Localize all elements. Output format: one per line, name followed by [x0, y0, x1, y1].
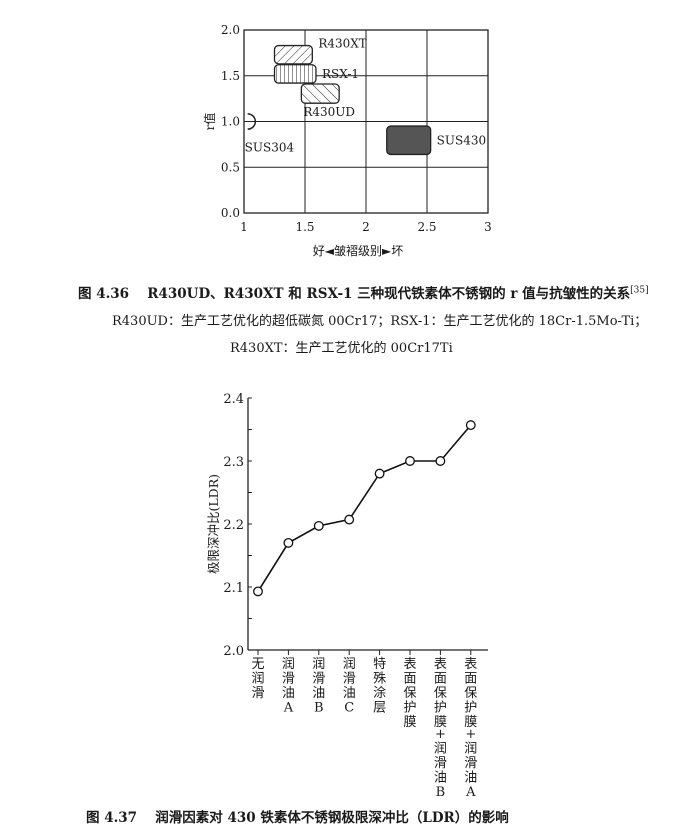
x-tick-label: 表面保护膜: [403, 657, 416, 730]
x-tick-label: 3: [484, 220, 492, 234]
y-axis-label: 极限深冲比(LDR): [206, 474, 221, 574]
y-tick-label: 2.0: [221, 23, 240, 37]
data-point: [313, 520, 324, 531]
x-tick-label: 1: [240, 220, 248, 234]
figure-4-36-caption: 图 4.36 R430UD、R430XT 和 RSX-1 三种现代铁素体不锈钢的…: [78, 285, 649, 303]
x-tick-label: 润滑油 C: [343, 657, 356, 716]
y-tick-label: 1.5: [221, 69, 240, 83]
data-point: [435, 456, 446, 466]
data-point: [253, 586, 263, 597]
y-tick-label: 1.0: [221, 115, 240, 129]
y-tick-label: 2.1: [223, 581, 244, 596]
x-tick-label: 2: [362, 220, 370, 234]
r-value-wrinkle-chart: 1 1.5 2 2.5 3 0.0 0.5 1.0 1.5 2.0 好◄皱褶级别►坏 r值 R430XT…: [202, 23, 492, 258]
region-sus430: [386, 125, 432, 156]
ldr-lubrication-chart: 2.0 2.1 2.2 2.3 2.4 极限深冲比(LDR) 无润滑 润滑油 A 润滑油 B 润滑油 C…: [206, 392, 488, 800]
y-tick-label: 2.3: [223, 455, 244, 470]
figure-4-36-note-1: R430UD：生产工艺优化的超低碳氮 00Cr17；RSX-1：生产工艺优化的 …: [112, 314, 648, 329]
x-tick-label: 润滑油 A: [282, 657, 295, 716]
data-point: [344, 514, 355, 525]
y-tick-label: 2.2: [223, 518, 244, 533]
x-tick-label: 1.5: [295, 220, 314, 234]
y-tick-label: 0.5: [221, 160, 240, 174]
region-r430ud: [300, 83, 340, 104]
y-tick-label: 2.4: [223, 392, 244, 407]
data-point: [283, 537, 294, 548]
y-tick-label: 2.0: [223, 644, 244, 659]
region-label: SUS304: [245, 141, 295, 155]
figure-4-36-note-2: R430XT：生产工艺优化的 00Cr17Ti: [230, 341, 453, 356]
x-tick-label: 表面保护膜+润滑油 B: [434, 657, 447, 800]
y-axis-label: r值: [202, 113, 217, 131]
region-label: RSX-1: [322, 67, 359, 81]
x-tick-label: 表面保护膜+润滑油 A: [464, 657, 477, 800]
region-label: R430XT: [318, 37, 367, 51]
x-tick-label: 润滑油 B: [312, 657, 325, 716]
region-label: R430UD: [303, 105, 355, 119]
region-rsx-1: [273, 64, 317, 84]
x-tick-label: 特殊涂层: [373, 657, 386, 716]
x-tick-label: 2.5: [417, 220, 436, 234]
data-point: [465, 420, 476, 431]
region-label: SUS430: [437, 133, 486, 147]
y-tick-label: 0.0: [221, 206, 240, 220]
data-point: [374, 468, 385, 479]
x-axis-label: 好◄皱褶级别►坏: [313, 243, 403, 258]
data-line: [257, 424, 472, 592]
x-tick-label: 无润滑: [251, 657, 264, 701]
region-sus304: [247, 113, 257, 130]
region-r430xt: [273, 44, 313, 65]
data-point: [405, 456, 415, 466]
figure-4-37-caption: 图 4.37 润滑因素对 430 铁素体不锈钢极限深冲比（LDR）的影响: [86, 810, 509, 826]
